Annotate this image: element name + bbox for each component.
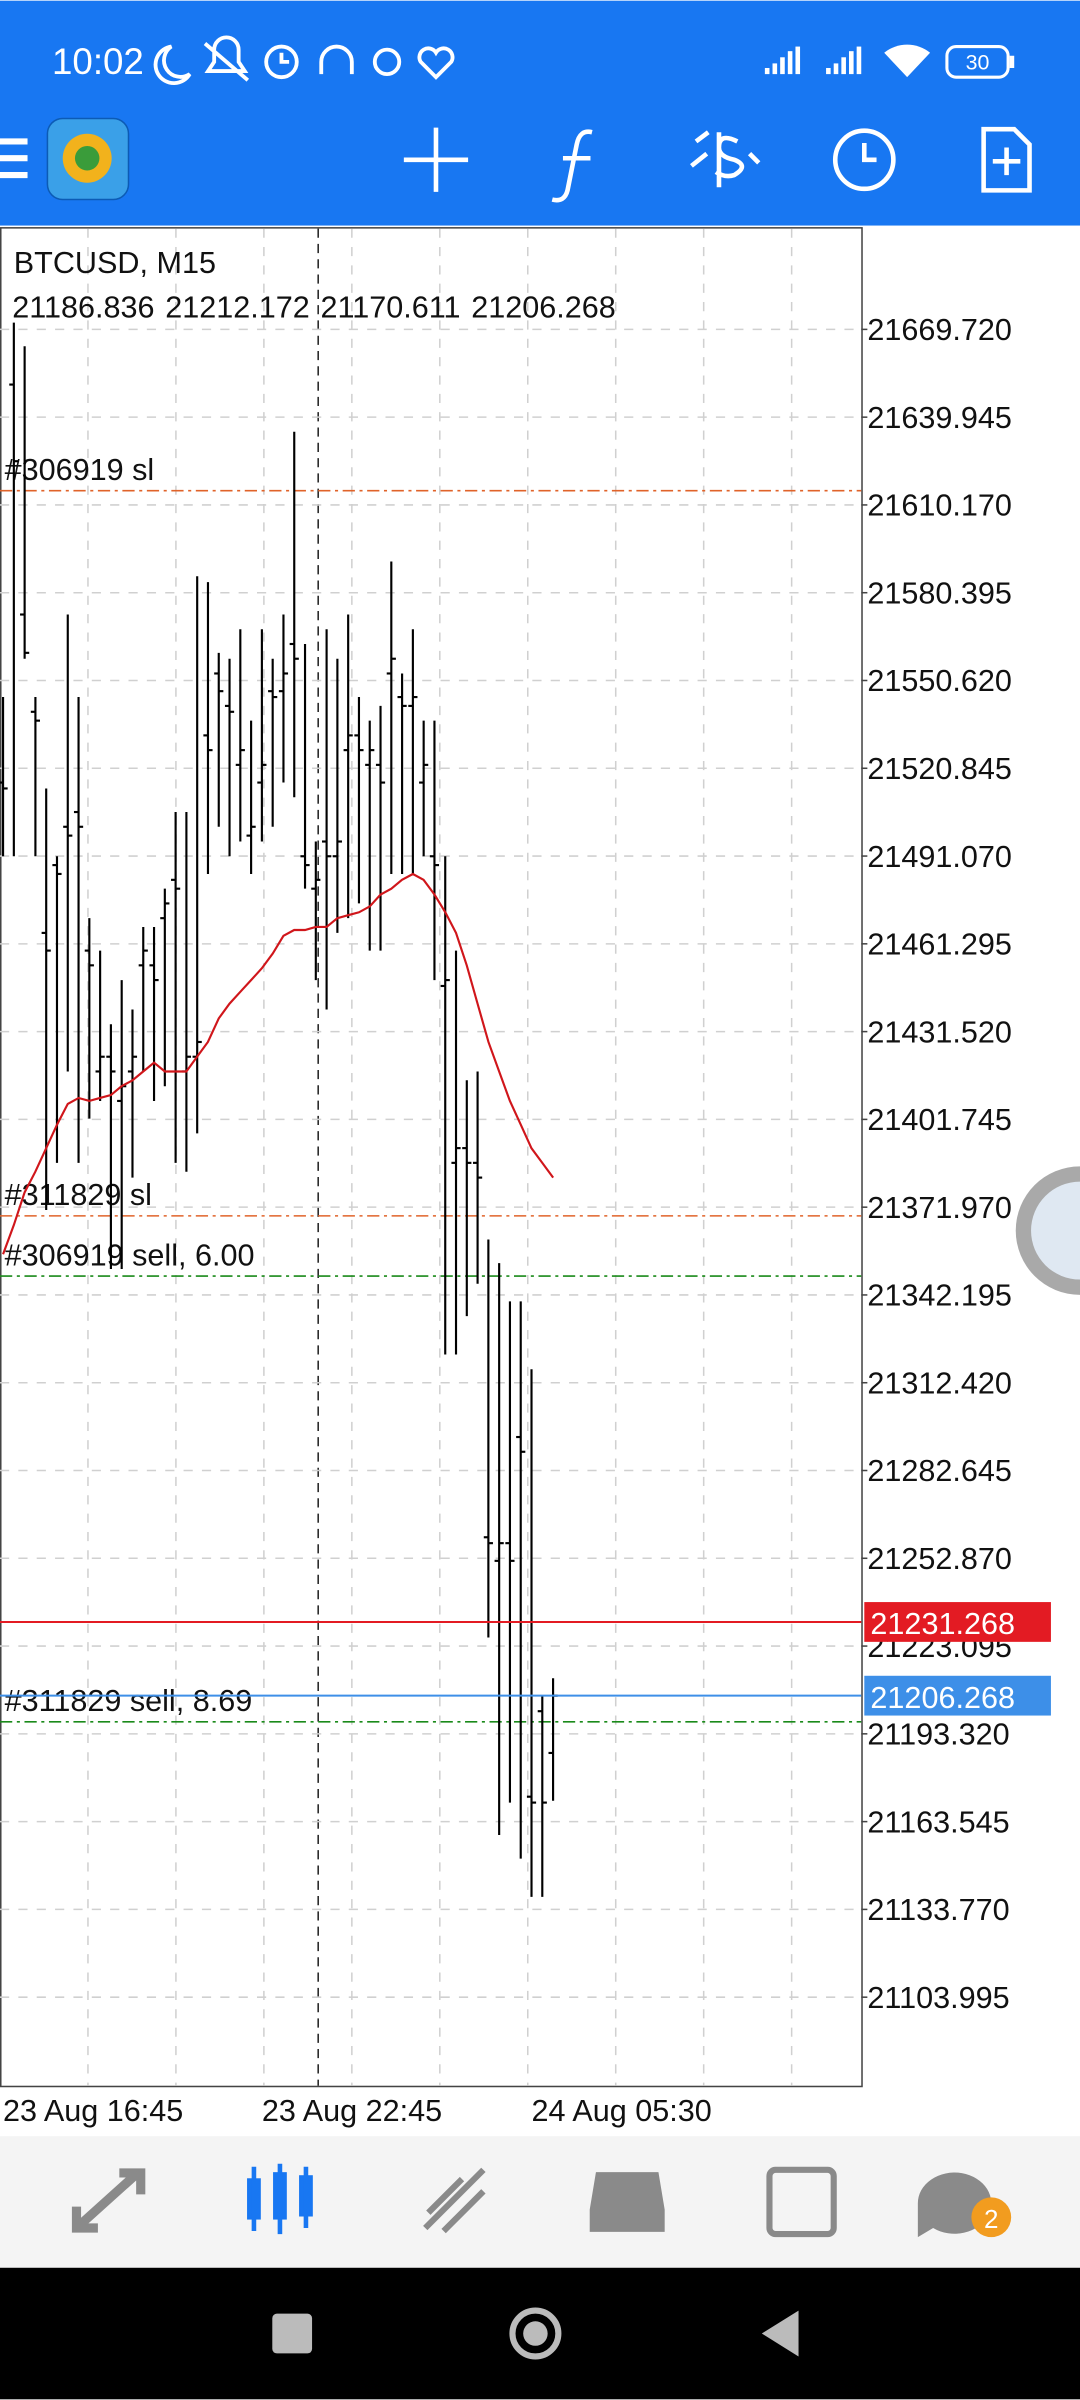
recents-button[interactable] [272, 2313, 313, 2354]
menu-button[interactable] [0, 138, 28, 179]
status-time: 10:02 [52, 41, 144, 82]
ohlc-close: 21206.268 [471, 290, 616, 324]
y-tick-label: 21163.545 [867, 1805, 1009, 1839]
x-tick-label: 23 Aug 22:45 [262, 2094, 442, 2128]
y-tick-label: 21669.720 [867, 313, 1012, 347]
battery [945, 45, 1010, 79]
order-level-label: #306919 sl [5, 453, 155, 487]
nav-news[interactable] [766, 2166, 837, 2238]
order-level-label: #306919 sell, 6.00 [5, 1238, 255, 1272]
y-tick-label: 21520.845 [867, 752, 1012, 786]
y-tick-label: 21342.195 [867, 1279, 1012, 1313]
y-tick-label: 21431.520 [867, 1015, 1012, 1049]
ask-tag [864, 1602, 1051, 1642]
y-tick-label: 21491.070 [867, 840, 1012, 874]
bottom-nav [0, 2136, 1080, 2268]
nav-quotes[interactable] [71, 2168, 146, 2233]
y-tick-label: 21371.970 [867, 1191, 1012, 1225]
status-icons [153, 35, 455, 85]
order-level-label: #311829 sl [5, 1178, 152, 1212]
y-tick-label: 21103.995 [867, 1981, 1009, 2015]
order-level-label: #311829 sell, 8.69 [5, 1684, 253, 1718]
app-logo-center [74, 146, 100, 171]
chart: 21669.720 21639.945 21610.170 21580.395 2155… [0, 313, 1051, 2128]
chart-title: BTCUSD, M15 [14, 246, 216, 280]
plot-area [0, 227, 863, 2088]
badge-count: 2 [984, 2204, 998, 2234]
home-button[interactable] [509, 2307, 562, 2360]
y-tick-label: 21610.170 [867, 489, 1012, 523]
battery-level: 30 [966, 51, 990, 75]
bid-tag-label: 21206.268 [870, 1681, 1015, 1715]
trade-button[interactable] [690, 130, 761, 188]
y-tick-label: 21133.770 [867, 1893, 1009, 1927]
ohlc-low: 21170.611 [320, 290, 460, 324]
indicators-button[interactable] [551, 129, 593, 203]
y-tick-label: 21312.420 [867, 1366, 1012, 1400]
signal-icons [764, 44, 931, 78]
nav-trade[interactable] [423, 2167, 486, 2234]
ohlc-high: 21212.172 [165, 290, 310, 324]
y-tick-label: 21461.295 [867, 928, 1012, 962]
y-tick-label: 21252.870 [867, 1542, 1012, 1576]
x-tick-label: 23 Aug 16:45 [3, 2094, 183, 2128]
y-tick-label: 21580.395 [867, 576, 1012, 610]
badge [971, 2197, 1012, 2238]
home-button-dot [523, 2321, 548, 2346]
floating-button-face [1031, 1181, 1080, 1280]
y-tick-label: 21282.645 [867, 1454, 1012, 1488]
ohlc-open: 21186.836 [12, 290, 154, 324]
moving-average [2, 872, 555, 1255]
y-tick-label: 21401.745 [867, 1103, 1012, 1137]
y-tick-label: 21550.620 [867, 664, 1012, 698]
x-tick-label: 24 Aug 05:30 [532, 2094, 712, 2128]
app-header [0, 0, 1080, 226]
y-tick-label: 21639.945 [867, 401, 1012, 435]
vertical-grid [87, 228, 793, 2086]
period-button[interactable] [832, 128, 896, 192]
ask-tag-label: 21231.268 [870, 1607, 1015, 1641]
y-tick-label: 21193.320 [867, 1718, 1009, 1752]
crosshair-button[interactable] [403, 127, 469, 192]
new-order-button[interactable] [981, 126, 1032, 193]
nav-chart[interactable] [247, 2163, 313, 2235]
battery-tip [1009, 55, 1015, 68]
back-button[interactable] [761, 2310, 799, 2357]
nav-history[interactable] [589, 2172, 665, 2232]
ohlc-header: 21186.836 21212.172 21170.611 21206.268 [12, 290, 616, 324]
bid-tag [864, 1675, 1051, 1716]
